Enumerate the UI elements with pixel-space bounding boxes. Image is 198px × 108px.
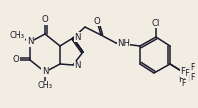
Text: F: F [191, 64, 195, 72]
Text: F: F [188, 75, 193, 84]
Text: F: F [191, 74, 195, 83]
Text: CH₃: CH₃ [10, 30, 25, 40]
Text: O: O [42, 16, 48, 25]
Text: NH: NH [117, 40, 130, 48]
Text: N: N [74, 61, 81, 71]
Text: F: F [179, 75, 184, 84]
Text: Cl: Cl [152, 18, 160, 28]
Text: O: O [13, 56, 19, 64]
Text: N: N [27, 37, 33, 47]
Text: F: F [182, 79, 186, 88]
Text: O: O [94, 17, 100, 25]
Text: N: N [42, 68, 48, 76]
Text: F: F [185, 68, 189, 78]
Text: CH₃: CH₃ [37, 82, 52, 91]
Text: N: N [74, 33, 81, 41]
Text: F: F [181, 68, 186, 76]
